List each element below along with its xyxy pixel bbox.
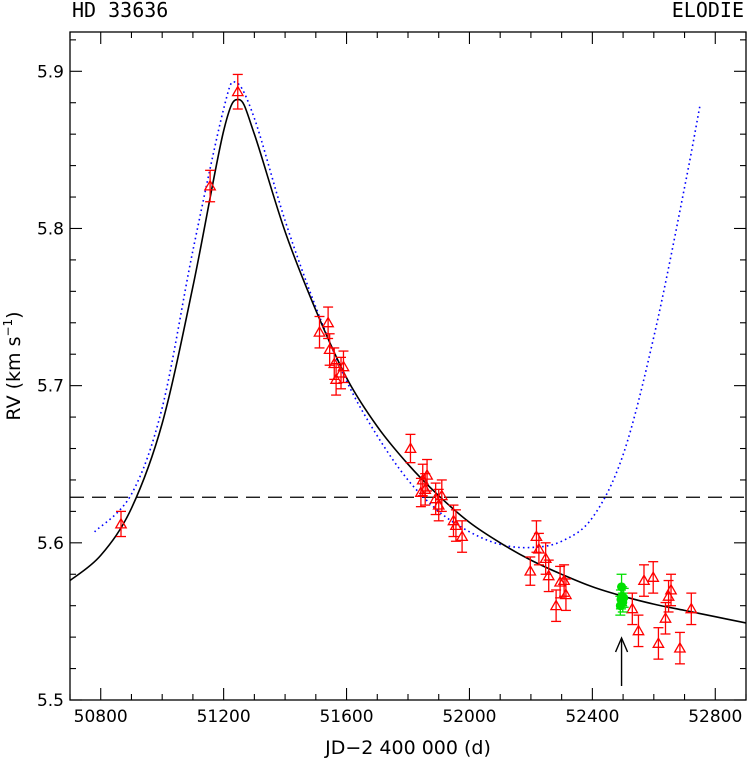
- instrument-label: ELODIE: [672, 0, 744, 22]
- triangle-point: [449, 518, 463, 531]
- triangle-point: [203, 179, 217, 191]
- triangle-point: [684, 602, 698, 614]
- epoch-arrow-icon: [614, 636, 629, 686]
- triangle-point: [646, 570, 660, 582]
- x-axis-title: JD−2 400 000 (d): [324, 737, 491, 759]
- triangle-point: [114, 517, 128, 529]
- triangle-point: [557, 573, 571, 586]
- triangle-point: [632, 624, 645, 636]
- triangle-point: [542, 569, 556, 581]
- triangle-point: [321, 316, 335, 328]
- triangle-point: [329, 372, 343, 384]
- triangle-point: [553, 575, 567, 587]
- triangle-point: [435, 489, 449, 501]
- y-axis-title-exponent: −1: [1, 319, 15, 337]
- triangle-point: [673, 641, 687, 653]
- triangle-point: [664, 583, 678, 595]
- x-tick-label: 51600: [319, 707, 373, 727]
- triangle-point: [532, 542, 546, 554]
- y-tick-labels: 5.5 5.6 5.7 5.8 5.9: [37, 62, 64, 711]
- y-tick-label: 5.5: [37, 691, 64, 711]
- triangle-point: [539, 551, 553, 564]
- y-axis-title: RV (km s−1): [1, 311, 25, 420]
- y-axis-title-close: ): [3, 311, 25, 318]
- circle-point: [619, 593, 629, 603]
- arrow-head: [614, 636, 629, 653]
- triangle-point: [652, 636, 665, 648]
- y-tick-label: 5.9: [37, 62, 64, 82]
- triangle-point: [455, 529, 469, 542]
- x-tick-label: 52000: [442, 707, 496, 727]
- y-tick-label: 5.7: [37, 377, 64, 397]
- elodie-measurements: [114, 73, 698, 665]
- green-measurements: [615, 573, 629, 616]
- triangle-point: [313, 325, 326, 337]
- x-tick-label: 52800: [688, 707, 742, 727]
- triangle-point: [523, 564, 537, 576]
- triangle-point: [327, 357, 341, 369]
- triangle-point: [659, 611, 672, 623]
- triangle-point: [414, 485, 428, 498]
- y-tick-label: 5.8: [37, 219, 64, 239]
- triangle-point: [549, 599, 563, 611]
- dotted-orbit-fit-curve: [94, 81, 701, 549]
- triangle-point: [404, 441, 417, 454]
- x-tick-label: 50800: [74, 707, 128, 727]
- x-tick-labels: 50800 51200 51600 52000 52400 52800: [74, 707, 743, 727]
- triangle-point: [559, 588, 573, 600]
- triangle-point: [625, 602, 639, 614]
- triangle-point: [420, 468, 434, 480]
- star-name-label: HD 33636: [72, 0, 168, 22]
- triangle-point: [637, 573, 651, 586]
- y-tick-label: 5.6: [37, 534, 64, 554]
- triangle-point: [231, 85, 245, 97]
- x-tick-label: 52400: [565, 707, 619, 727]
- axis-ticks: [69, 32, 747, 701]
- x-tick-label: 51200: [197, 707, 251, 727]
- y-axis-title-main: RV (km s: [3, 337, 25, 421]
- triangle-point: [337, 360, 350, 372]
- triangle-point: [323, 342, 336, 355]
- triangle-point: [418, 482, 432, 494]
